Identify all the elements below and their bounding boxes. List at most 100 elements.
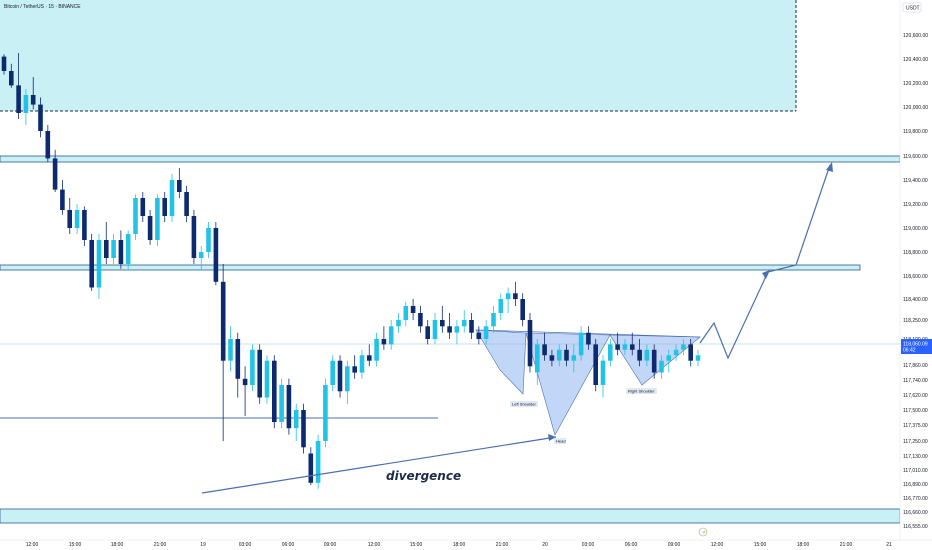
candle-body — [220, 281, 226, 361]
price-tick-label: 118,400.00 — [903, 297, 928, 303]
currency-box[interactable] — [902, 2, 922, 13]
price-tick-label: 119,000.00 — [903, 226, 928, 232]
candle-body — [337, 360, 343, 392]
time-tick-label: 21:00 — [496, 542, 509, 548]
timezone-icon[interactable] — [698, 527, 708, 537]
projection-path-1 — [699, 271, 769, 360]
candle-body — [527, 320, 533, 367]
candle-body — [250, 349, 255, 385]
candle-body — [330, 360, 335, 385]
candle-body — [418, 313, 423, 327]
candle-body — [198, 252, 204, 258]
candle-body — [118, 240, 124, 264]
time-tick-label: 03:00 — [582, 542, 595, 548]
time-tick-label: 12:00 — [368, 542, 381, 548]
candle-body — [644, 349, 650, 361]
candle-body — [695, 355, 701, 361]
left-shoulder-label-box — [510, 401, 538, 407]
candle-body — [578, 332, 584, 356]
time-tick-label: 18:00 — [797, 542, 810, 548]
price-axis[interactable] — [900, 0, 932, 550]
candle-body — [140, 198, 146, 216]
candle-body — [396, 320, 401, 327]
time-tick-label: 15:00 — [410, 542, 423, 548]
candle-body — [89, 240, 94, 288]
price-tick-label: 117,250.00 — [903, 439, 928, 445]
candle-body — [352, 366, 357, 373]
head-label-box — [554, 438, 566, 444]
projection-arrowhead-1 — [762, 270, 770, 279]
candle-body — [666, 355, 672, 361]
right-shoulder-label: Right Shoulder — [628, 389, 655, 394]
candle-body — [177, 180, 182, 192]
candle-body — [23, 95, 29, 113]
candle-body — [279, 385, 284, 422]
price-tick-label: 120,000.00 — [903, 105, 928, 111]
divergence-arrowhead — [548, 434, 556, 441]
supply-zone — [0, 0, 796, 111]
price-tick-label: 117,620.00 — [903, 393, 928, 399]
candle-body — [30, 95, 36, 105]
price-tick-label: 117,130.00 — [903, 454, 928, 460]
candle-body — [96, 240, 102, 288]
candle-body — [235, 339, 241, 379]
candle-body — [52, 158, 58, 190]
candle-body — [483, 326, 489, 339]
time-tick-label: 21 — [886, 542, 892, 548]
price-tick-label: 118,250.00 — [903, 318, 928, 324]
candle-body — [272, 360, 277, 422]
time-tick-label: 20 — [542, 542, 548, 548]
candle-body — [323, 385, 328, 441]
time-tick-label: 12:00 — [26, 542, 39, 548]
time-tick-label: 12:00 — [711, 542, 724, 548]
price-tick-label: 117,740.00 — [903, 378, 928, 384]
left-shoulder-label: Left Shoulder — [512, 402, 536, 407]
candle-body — [491, 313, 496, 327]
candle-body — [9, 71, 14, 86]
time-tick-label: 09:00 — [668, 542, 681, 548]
time-ticks: 12:00 15:00 18:00 21:00 19 03:00 06:00 09:00 12:… — [26, 542, 892, 548]
time-tick-label: 15:00 — [754, 542, 767, 548]
candle-body — [388, 326, 394, 345]
candle-body — [1, 56, 7, 71]
candle-body — [651, 349, 657, 373]
candle-body — [630, 344, 635, 350]
candle-body — [184, 192, 189, 216]
candle-body — [242, 378, 248, 386]
candle-body — [169, 180, 175, 216]
candle-body — [564, 349, 569, 361]
time-tick-label: 18:00 — [453, 542, 466, 548]
candle-body — [308, 453, 314, 483]
resistance-band-upper — [0, 155, 901, 163]
candle-body — [104, 240, 109, 258]
candle-body — [147, 216, 153, 240]
price-tick-label: 119,800.00 — [903, 129, 928, 135]
current-price-countdown: 06:42 — [903, 348, 916, 354]
candle-body — [228, 339, 233, 361]
time-tick-label: 06:00 — [282, 542, 295, 548]
candle-body — [556, 349, 562, 361]
candle-body — [286, 385, 292, 429]
candle-body — [513, 293, 518, 300]
price-tick-label: 119,600.00 — [903, 154, 928, 160]
candle-body — [67, 210, 72, 228]
candle-body — [571, 355, 577, 361]
candle-body — [469, 320, 474, 333]
time-tick-label: 15:00 — [69, 542, 82, 548]
candle-body — [301, 410, 306, 448]
time-tick-label: 18:00 — [111, 542, 124, 548]
candle-body — [608, 344, 613, 361]
candle-body — [403, 306, 409, 320]
candle-body — [125, 234, 131, 264]
candle-body — [359, 355, 365, 373]
candle-body — [681, 344, 686, 350]
price-tick-label: 119,400.00 — [903, 178, 928, 184]
candle-body — [454, 326, 460, 333]
divergence-line — [201, 436, 557, 494]
price-ticks: 120,600.00 120,400.00 120,200.00 120,000.00… — [903, 33, 928, 530]
price-tick-label: 116,770.00 — [903, 496, 928, 502]
time-tick-label: 21:00 — [840, 542, 853, 548]
price-tick-label: 117,375.00 — [903, 423, 928, 429]
price-tick-label: 117,500.00 — [903, 408, 928, 414]
